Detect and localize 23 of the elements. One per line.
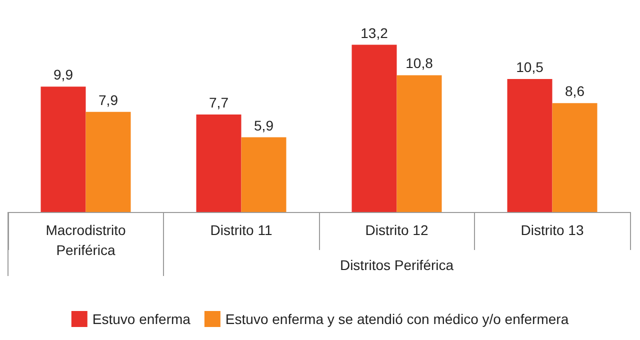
text: Distritos Periférica — [340, 257, 454, 273]
x-tick-label: Macrodistrito Periférica — [46, 222, 126, 258]
bar — [352, 44, 397, 212]
data-label: 8,6 — [565, 83, 585, 100]
bar — [507, 79, 552, 212]
x-tick-label: Distrito 11 — [210, 222, 272, 238]
data-label: 10,5 — [516, 59, 544, 75]
data-label: 10,8 — [406, 55, 434, 72]
legend-label: Estuvo enferma — [92, 311, 191, 327]
bar — [86, 112, 131, 212]
data-label: 13,2 — [360, 24, 388, 41]
bar — [196, 114, 242, 212]
x-tick-label: Distrito 13 — [520, 222, 584, 238]
bar — [552, 103, 598, 212]
legend-label: Estuvo enferma y se atendió con médico y/o enfermera — [225, 311, 569, 327]
bar — [40, 86, 86, 212]
bar — [396, 75, 442, 212]
data-label: 9,9 — [54, 66, 74, 83]
x-tick-label: Distrito 12 — [365, 222, 428, 238]
data-label: 7,9 — [98, 92, 118, 108]
data-label: 5,9 — [254, 117, 274, 134]
data-label: 7,7 — [209, 94, 229, 110]
bar — [241, 137, 286, 212]
